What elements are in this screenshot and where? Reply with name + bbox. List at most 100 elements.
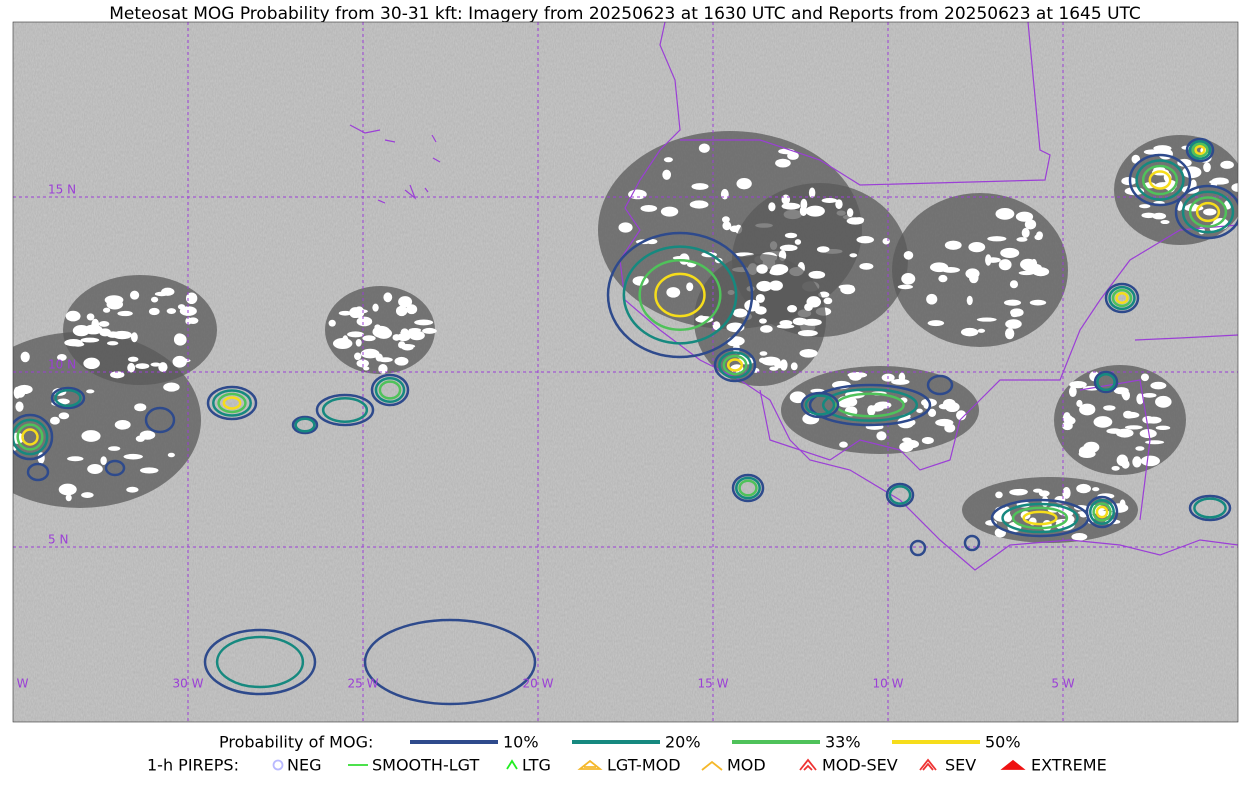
cloud-patch bbox=[823, 297, 833, 305]
cloud-patch bbox=[20, 351, 30, 363]
contour bbox=[804, 394, 836, 416]
cloud-patch bbox=[839, 441, 848, 448]
cloud-patch bbox=[406, 304, 418, 315]
lat-label: 10 N bbox=[48, 358, 76, 372]
cloud-patch bbox=[1220, 160, 1234, 169]
cloud-patch bbox=[1141, 212, 1156, 219]
contour bbox=[722, 354, 748, 376]
cloud-patch bbox=[768, 280, 783, 291]
cloud-patch bbox=[808, 187, 816, 199]
cloud-patch bbox=[1138, 204, 1151, 209]
cloud-patch bbox=[804, 303, 813, 311]
lon-label: 5 W bbox=[1051, 677, 1074, 691]
cloud-patch bbox=[1155, 425, 1171, 431]
cloud-patch bbox=[1143, 149, 1161, 155]
legend-label: SEV bbox=[945, 756, 976, 775]
cloud-patch bbox=[110, 371, 125, 379]
contour bbox=[203, 628, 317, 696]
cloud-patch bbox=[81, 492, 94, 498]
cloud-patch bbox=[775, 158, 791, 168]
cloud-patch bbox=[965, 268, 980, 279]
cloud-patch bbox=[660, 206, 679, 217]
cloud-patch bbox=[126, 486, 139, 493]
cloud-patch bbox=[1116, 454, 1129, 467]
cloud-patch bbox=[901, 273, 916, 285]
cloud-patch bbox=[398, 344, 416, 349]
cloud-patch bbox=[1005, 319, 1022, 329]
cloud-patch bbox=[154, 291, 169, 297]
cloud-patch bbox=[185, 292, 198, 305]
cloud-patch bbox=[787, 304, 798, 313]
cloud-patch bbox=[1076, 399, 1083, 408]
probability-contours bbox=[13, 137, 1238, 706]
cloud-patch bbox=[760, 325, 773, 333]
cloud-patch bbox=[916, 408, 923, 413]
cloud-patch bbox=[1062, 414, 1073, 422]
cloud-patch bbox=[65, 494, 72, 502]
cloud-patch bbox=[850, 372, 858, 379]
cloud-cover bbox=[13, 131, 1238, 543]
cloud-patch bbox=[1124, 411, 1140, 419]
cloud-patch bbox=[58, 412, 70, 420]
cloud-patch bbox=[799, 348, 818, 358]
cloud-patch bbox=[72, 342, 85, 347]
cloud-patch bbox=[127, 362, 136, 373]
cloud-patch bbox=[363, 366, 370, 371]
cloud-patch bbox=[859, 262, 874, 270]
contour bbox=[1194, 145, 1206, 155]
contour bbox=[215, 635, 305, 689]
contour bbox=[1195, 201, 1221, 223]
cloud-patch bbox=[84, 324, 103, 335]
contour bbox=[1141, 164, 1179, 196]
lon-label: 35 W bbox=[0, 677, 29, 691]
map-frame bbox=[12, 21, 1239, 723]
contour bbox=[1115, 291, 1129, 305]
cloud-patch bbox=[67, 456, 84, 462]
cloud-patch bbox=[781, 202, 801, 210]
cloud-patch bbox=[81, 430, 101, 442]
cloud-patch bbox=[354, 352, 362, 361]
cloud-patch bbox=[808, 270, 826, 279]
cloud-patch bbox=[163, 382, 180, 392]
contour bbox=[54, 388, 82, 408]
cloud-patch bbox=[114, 420, 131, 430]
contour bbox=[926, 374, 954, 396]
cloud-patch bbox=[662, 169, 672, 180]
contour bbox=[1174, 184, 1238, 240]
cloud-patch bbox=[1005, 327, 1015, 340]
cloud-patch bbox=[927, 320, 945, 327]
contour bbox=[713, 347, 757, 383]
cloud-patch bbox=[802, 318, 822, 326]
cloud-patch bbox=[106, 299, 124, 310]
cloud-patch bbox=[1135, 446, 1145, 451]
cloud-patch bbox=[134, 403, 147, 412]
cloud-patch bbox=[779, 244, 798, 252]
cloud-patch bbox=[1016, 237, 1028, 242]
cloud-patch bbox=[1132, 456, 1142, 468]
contour bbox=[1089, 499, 1115, 525]
cloud-patch bbox=[838, 284, 855, 290]
cloud-patch bbox=[150, 362, 161, 367]
cloud-patch bbox=[1009, 280, 1019, 289]
cloud-patch bbox=[1119, 499, 1126, 511]
contour bbox=[50, 386, 86, 410]
cloud-patch bbox=[86, 431, 94, 436]
cloud-patch bbox=[794, 239, 802, 245]
cloud-patch bbox=[392, 334, 401, 341]
cloud-patch bbox=[846, 208, 854, 218]
cloud-patch bbox=[689, 200, 709, 209]
cloud-patch bbox=[422, 327, 437, 334]
coastlines bbox=[349, 22, 1238, 571]
legend-icon bbox=[577, 759, 603, 770]
cloud-patch bbox=[106, 341, 119, 346]
lon-label: 20 W bbox=[523, 677, 554, 691]
cloud-patch bbox=[945, 402, 960, 413]
cloud-patch bbox=[1131, 154, 1141, 164]
contour bbox=[104, 459, 126, 477]
cloud-patch bbox=[362, 335, 376, 342]
graticule-labels: 15 N 10 N 5 N 35 W 30 W 25 W 20 W 15 W 10 W 5 W bbox=[0, 183, 1075, 691]
cloud-patch bbox=[1071, 533, 1088, 541]
cloud-patch bbox=[756, 280, 773, 292]
contour bbox=[1001, 502, 1079, 534]
